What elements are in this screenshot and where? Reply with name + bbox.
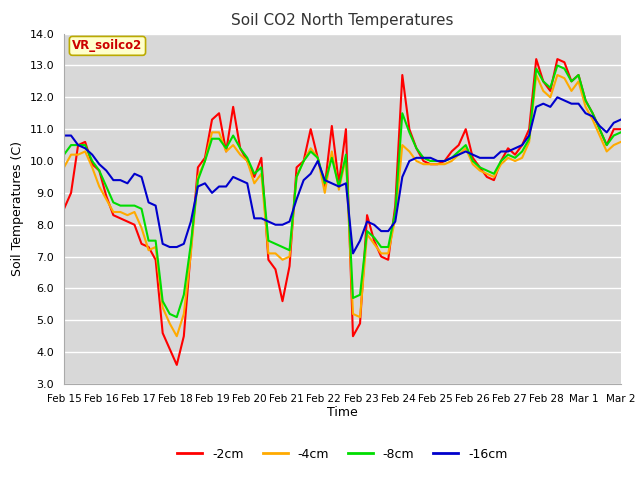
Y-axis label: Soil Temperatures (C): Soil Temperatures (C) [11,141,24,276]
Title: Soil CO2 North Temperatures: Soil CO2 North Temperatures [231,13,454,28]
Legend: -2cm, -4cm, -8cm, -16cm: -2cm, -4cm, -8cm, -16cm [172,443,513,466]
X-axis label: Time: Time [327,407,358,420]
Text: VR_soilco2: VR_soilco2 [72,39,143,52]
